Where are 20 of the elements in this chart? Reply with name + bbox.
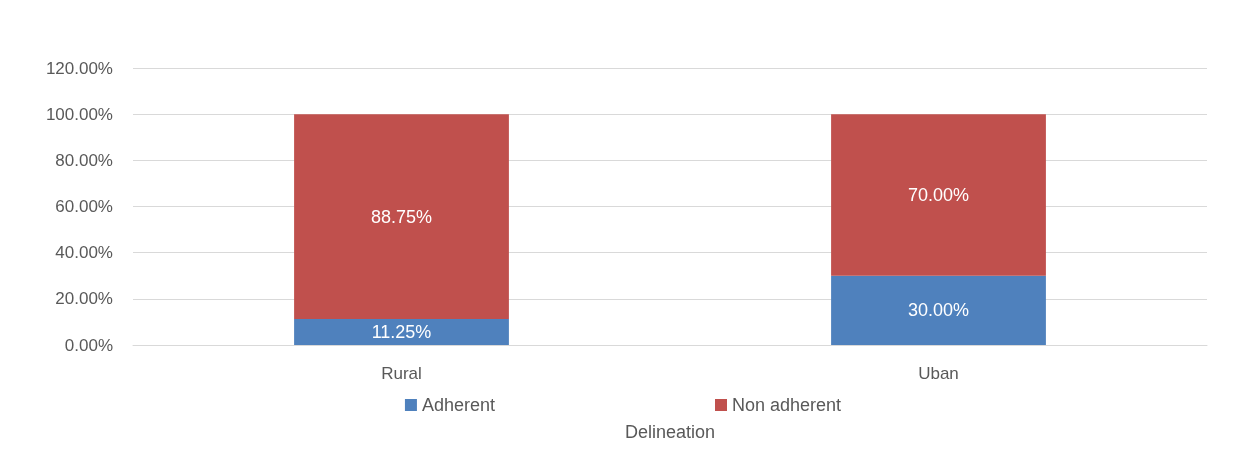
bar [294, 114, 509, 320]
y-tick-label: 40.00% [55, 243, 113, 263]
x-tick-label: Rural [381, 364, 422, 383]
y-tick-label: 100.00% [45, 104, 113, 124]
data-label: 11.25% [371, 322, 432, 343]
data-label: 88.75% [370, 206, 433, 227]
y-tick-label: 120.00% [45, 58, 113, 78]
x-axis-title: Delineation [624, 422, 716, 442]
x-tick-label: Uban [918, 364, 959, 383]
y-tick-label: 60.00% [55, 197, 113, 216]
y-tick-label: 20.00% [55, 289, 113, 309]
data-label: 70.00% [907, 184, 970, 205]
bar [831, 114, 1046, 276]
legend-label: Non adherent [731, 395, 842, 415]
legend-label: Adherent [421, 395, 495, 415]
data-label: 30.00% [907, 300, 970, 321]
y-tick-label: 0.00% [64, 335, 113, 355]
bar [831, 275, 1046, 345]
y-tick-label: 80.00% [55, 150, 113, 170]
bar [294, 319, 509, 345]
